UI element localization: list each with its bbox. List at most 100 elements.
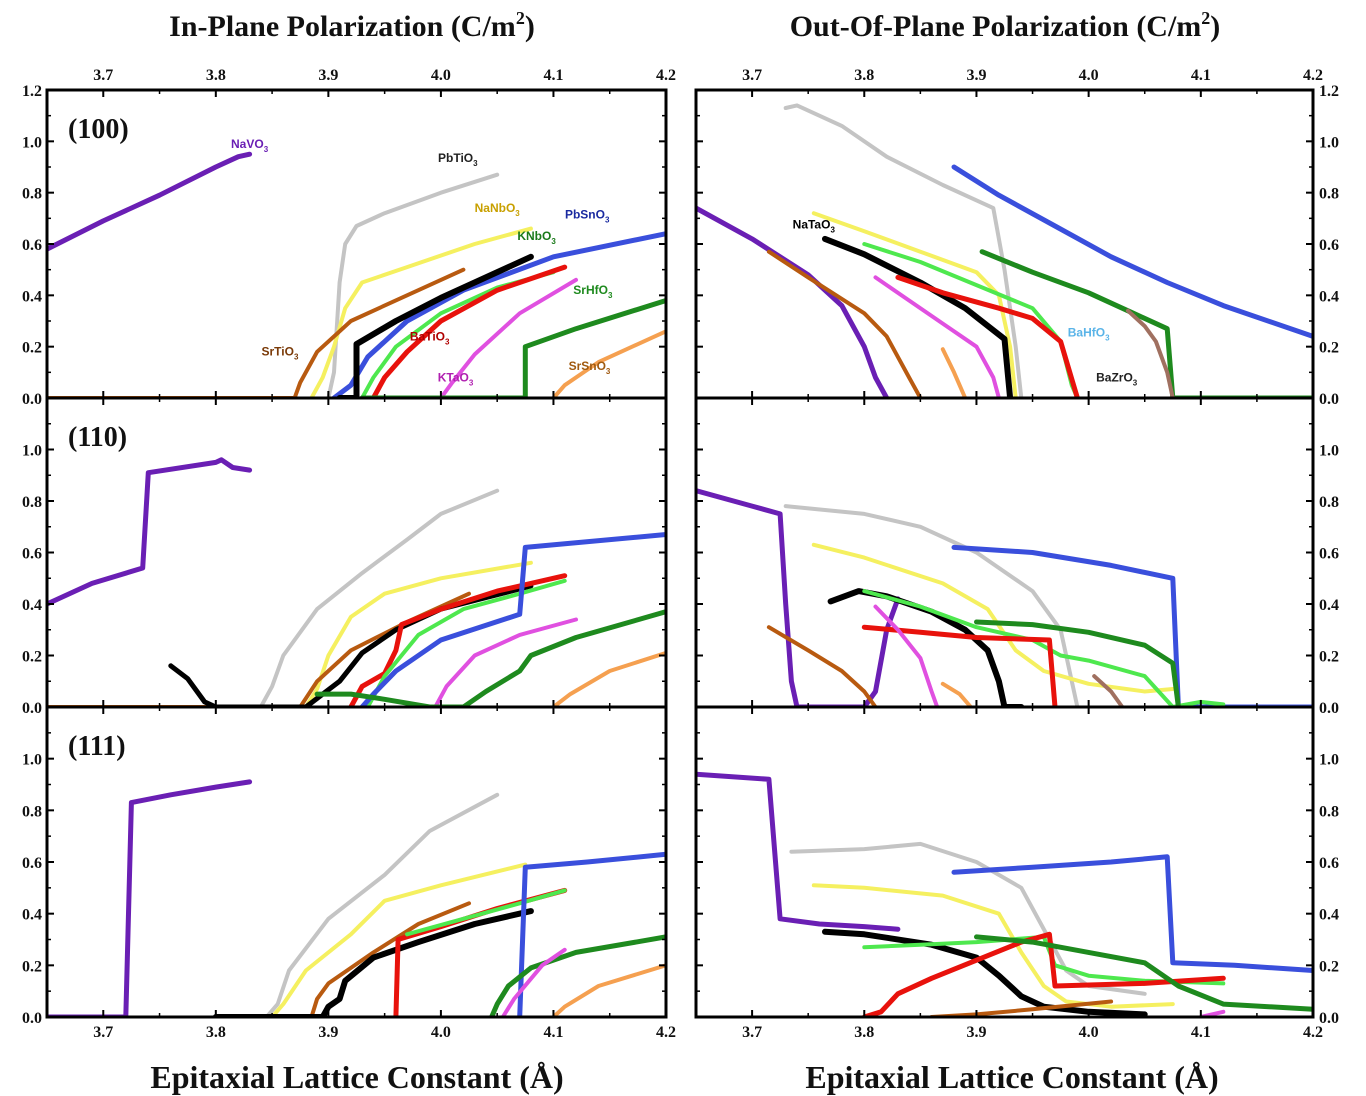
x-tick-label: 4.1 [1191, 1024, 1211, 1041]
x-tick-label: 3.9 [318, 1024, 338, 1041]
left-title: In-Plane Polarization (C/m2) [169, 8, 535, 43]
material-label: BaTiO3 [410, 329, 450, 346]
y-tick-label: 0.2 [22, 649, 42, 666]
series-line [783, 504, 1080, 707]
y-tick-label: 0.8 [22, 494, 42, 511]
series-group [696, 103, 1313, 398]
series-line [551, 329, 666, 398]
y-tick-label: 0.2 [22, 958, 42, 975]
y-tick-label: 0.0 [1319, 391, 1339, 408]
y-tick-label: 0.4 [22, 597, 42, 614]
y-tick-label: 0.8 [1319, 494, 1339, 511]
y-tick-label: 0.6 [1319, 855, 1339, 872]
series-line [47, 151, 253, 252]
x-tick-label: 4.1 [543, 67, 563, 84]
series-line [47, 457, 253, 607]
x-tick-label: 3.7 [742, 1024, 762, 1041]
series-line [270, 862, 528, 1017]
x-tick-label: 3.8 [206, 1024, 226, 1041]
series-line [365, 578, 567, 707]
panel-110-out: 0.0 0.2 0.4 0.6 0.8 1.0 [694, 396, 1339, 717]
y-tick-label: 0.2 [1319, 958, 1339, 975]
series-line [789, 841, 1147, 996]
series-line [314, 609, 666, 707]
y-tick-label: 0.4 [22, 288, 42, 305]
x-tick-label: 3.9 [318, 67, 338, 84]
y-tick-label: 0.2 [22, 340, 42, 357]
y-tick-label: 1.2 [1319, 83, 1339, 100]
panel-111-in: 0.0 0.2 0.4 0.6 0.8 1.0 3.7 3.8 3.9 4.0 4.1 4.2 (111… [22, 705, 676, 1041]
x-tick-label: 4.0 [1079, 1024, 1099, 1041]
series-line [500, 947, 567, 1017]
y-tick-label: 1.0 [22, 443, 42, 460]
x-tick-label: 3.7 [742, 67, 762, 84]
series-line [331, 231, 666, 398]
series-group [696, 771, 1313, 1017]
series-line [326, 172, 500, 398]
series-line [393, 887, 568, 1017]
y-tick-label: 0.2 [1319, 340, 1339, 357]
series-line [861, 931, 1226, 1017]
y-tick-label: 0.8 [1319, 803, 1339, 820]
x-tick-label: 3.9 [966, 1024, 986, 1041]
y-tick-label: 0.0 [1319, 1010, 1339, 1027]
series-line [873, 275, 1001, 398]
x-tick-label: 4.0 [1079, 67, 1099, 84]
series-line [264, 792, 500, 1017]
series-line [47, 779, 253, 1017]
material-label: NaNbO3 [475, 201, 521, 218]
material-label: BaZrO3 [1096, 370, 1138, 387]
series-group [47, 457, 666, 707]
y-tick-label: 0.8 [22, 186, 42, 203]
series-group [696, 488, 1313, 707]
x-tick-label: 4.2 [1303, 67, 1323, 84]
series-line [359, 532, 666, 707]
panel-110-in: 0.0 0.2 0.4 0.6 0.8 1.0 (110) [22, 396, 668, 717]
series-line [951, 164, 1313, 339]
series-line [811, 211, 1018, 398]
x-tick-label: 3.7 [93, 1024, 113, 1041]
y-tick-label: 1.0 [22, 752, 42, 769]
x-tick-label: 4.1 [543, 1024, 563, 1041]
series-line [517, 851, 666, 1017]
series-line [783, 103, 1024, 398]
panel-label: (111) [68, 731, 126, 762]
series-line [309, 226, 533, 398]
series-line [433, 617, 578, 707]
series-line [822, 928, 1148, 1017]
series-group [47, 779, 666, 1017]
x-tick-label: 3.8 [854, 67, 874, 84]
x-tick-label: 4.2 [1303, 1024, 1323, 1041]
series-line [336, 253, 534, 398]
y-tick-label: 1.0 [22, 134, 42, 151]
y-tick-label: 0.0 [22, 1010, 42, 1027]
y-tick-label: 0.4 [1319, 907, 1339, 924]
x-tick-label: 3.7 [93, 67, 113, 84]
x-tick-label: 4.0 [431, 1024, 451, 1041]
material-label: PbSnO3 [565, 207, 610, 224]
y-tick-label: 0.4 [1319, 597, 1339, 614]
panel-100-in: 0.0 0.2 0.4 0.6 0.8 1.0 1.2 3.7 3.8 3.9 4.0 4.1 4.2 (… [22, 67, 676, 408]
y-tick-label: 0.0 [1319, 700, 1339, 717]
material-label: NaTaO3 [793, 218, 836, 235]
series-line [303, 560, 533, 707]
x-tick-label: 4.1 [1191, 67, 1211, 84]
series-group [47, 151, 666, 398]
left-xlabel: Epitaxial Lattice Constant (Å) [150, 1059, 563, 1095]
series-line [766, 249, 923, 398]
material-label: PbTiO3 [438, 151, 478, 168]
y-tick-label: 0.2 [1319, 649, 1339, 666]
series-line [489, 934, 666, 1017]
series-line [1125, 308, 1175, 398]
series-line [348, 573, 568, 707]
series-line [940, 681, 973, 707]
series-line [974, 934, 1313, 1012]
x-tick-label: 3.9 [966, 67, 986, 84]
panel-frame [45, 705, 668, 1019]
panel-label: (110) [68, 422, 127, 453]
series-line [47, 267, 466, 398]
y-tick-label: 0.8 [1319, 186, 1339, 203]
series-line [951, 544, 1313, 707]
series-line [862, 589, 1226, 707]
